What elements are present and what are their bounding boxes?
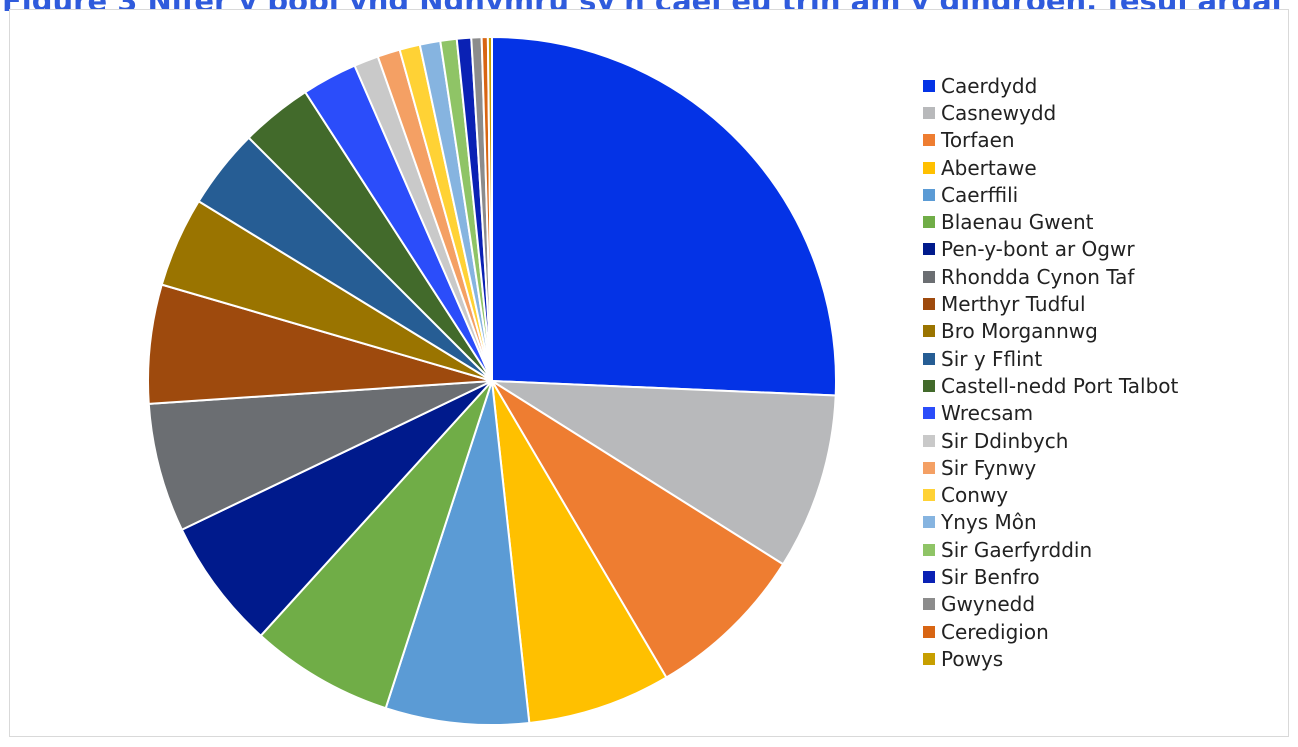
legend-item: Sir y Fflint <box>923 345 1178 372</box>
legend-label: Sir Ddinbych <box>941 428 1069 453</box>
pie-slice-3 <box>491 380 668 724</box>
legend-swatch <box>923 543 935 556</box>
legend-swatch <box>923 79 935 92</box>
legend-label: Ceredigion <box>941 619 1049 644</box>
legend-label: Powys <box>941 646 1004 671</box>
legend-item: Casnewydd <box>923 99 1178 126</box>
legend-item: Blaenau Gwent <box>923 208 1178 235</box>
legend-swatch <box>923 598 935 611</box>
pie-slice-2 <box>491 380 785 679</box>
legend-swatch <box>923 434 935 447</box>
legend-item: Powys <box>923 645 1178 672</box>
legend-swatch <box>923 325 935 338</box>
legend-swatch <box>923 134 935 147</box>
legend-swatch <box>923 516 935 529</box>
legend-label: Blaenau Gwent <box>941 210 1094 235</box>
legend-item: Castell-nedd Port Talbot <box>923 372 1178 399</box>
legend-item: Abertawe <box>923 154 1178 181</box>
legend-swatch <box>923 270 935 283</box>
legend-label: Rhondda Cynon Taf <box>941 264 1135 289</box>
legend-swatch <box>923 161 935 174</box>
legend-label: Ynys Môn <box>941 510 1037 535</box>
legend-label: Sir Gaerfyrddin <box>941 537 1093 562</box>
legend-label: Sir Benfro <box>941 564 1040 589</box>
legend-item: Bro Morgannwg <box>923 318 1178 345</box>
pie-slice-1 <box>491 380 837 566</box>
legend-item: Torfaen <box>923 127 1178 154</box>
legend-label: Caerffili <box>941 182 1019 207</box>
legend-swatch <box>923 379 935 392</box>
legend-item: Sir Gaerfyrddin <box>923 536 1178 563</box>
legend-item: Sir Fynwy <box>923 454 1178 481</box>
legend-item: Conwy <box>923 481 1178 508</box>
legend-item: Gwynedd <box>923 591 1178 618</box>
legend-label: Sir y Fflint <box>941 346 1043 371</box>
legend-item: Pen-y-bont ar Ogwr <box>923 236 1178 263</box>
legend-swatch <box>923 352 935 365</box>
legend-swatch <box>923 216 935 229</box>
legend-item: Rhondda Cynon Taf <box>923 263 1178 290</box>
legend-label: Castell-nedd Port Talbot <box>941 373 1179 398</box>
legend-item: Wrecsam <box>923 400 1178 427</box>
legend-swatch <box>923 106 935 119</box>
legend-swatch <box>923 407 935 420</box>
legend-label: Sir Fynwy <box>941 455 1037 480</box>
legend-item: Merthyr Tudful <box>923 290 1178 317</box>
pie-slice-4 <box>384 380 531 726</box>
legend-label: Caerdydd <box>941 73 1038 98</box>
legend-label: Torfaen <box>941 128 1015 153</box>
legend-item: Sir Ddinbych <box>923 427 1178 454</box>
legend-label: Pen-y-bont ar Ogwr <box>941 237 1135 262</box>
legend-item: Caerffili <box>923 181 1178 208</box>
pie-slice-7 <box>147 380 493 531</box>
legend-label: Conwy <box>941 483 1009 508</box>
legend-label: Merthyr Tudful <box>941 292 1086 317</box>
legend-swatch <box>923 625 935 638</box>
legend-label: Abertawe <box>941 155 1037 180</box>
legend-swatch <box>923 243 935 256</box>
pie-chart <box>147 36 837 726</box>
legend-swatch <box>923 461 935 474</box>
legend-label: Casnewydd <box>941 100 1057 125</box>
legend-item: Sir Benfro <box>923 563 1178 590</box>
legend-swatch <box>923 489 935 502</box>
pie-slice-0 <box>491 36 837 397</box>
pie-slice-6 <box>180 380 493 637</box>
legend-swatch <box>923 188 935 201</box>
legend-swatch <box>923 652 935 665</box>
legend-item: Caerdydd <box>923 72 1178 99</box>
legend: Caerdydd Casnewydd Torfaen Abertawe Caerffil… <box>923 72 1178 673</box>
legend-label: Bro Morgannwg <box>941 319 1098 344</box>
pie-slice-5 <box>259 380 493 710</box>
legend-swatch <box>923 570 935 583</box>
legend-item: Ynys Môn <box>923 509 1178 536</box>
legend-swatch <box>923 298 935 311</box>
legend-label: Wrecsam <box>941 401 1034 426</box>
legend-item: Ceredigion <box>923 618 1178 645</box>
chart-area: Caerdydd Casnewydd Torfaen Abertawe Caerffil… <box>9 9 1289 737</box>
legend-label: Gwynedd <box>941 592 1036 617</box>
pie-slice-21 <box>486 36 493 382</box>
